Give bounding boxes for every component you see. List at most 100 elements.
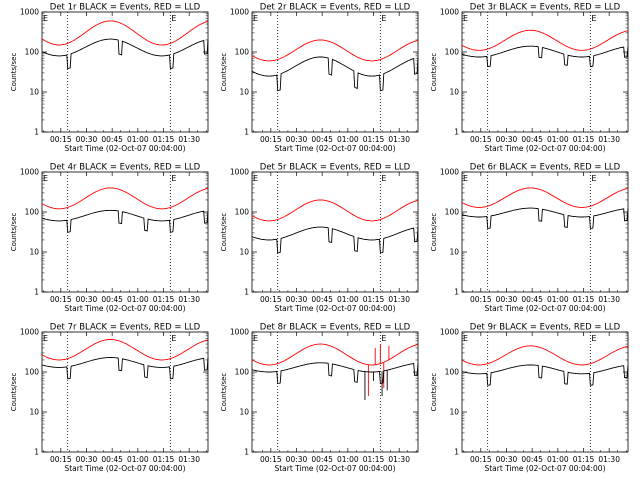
plot-frame <box>41 331 209 453</box>
x-tick-label: 00:30 <box>496 455 518 464</box>
x-tick-label: 01:15 <box>573 135 595 144</box>
x-tick-label: 00:45 <box>101 455 123 464</box>
lld-rate-line <box>251 199 419 222</box>
x-tick-label: 01:00 <box>337 455 359 464</box>
y-tick-label: 10 <box>29 248 39 257</box>
events-rate-line <box>41 209 209 233</box>
y-tick-label: 1000 <box>230 328 249 337</box>
x-axis-label: Start Time (02-Oct-07 00:04:00) <box>64 464 185 473</box>
y-tick-label: 100 <box>235 48 250 57</box>
x-tick-label: 01:15 <box>153 295 175 304</box>
x-tick-label: 00:45 <box>521 455 543 464</box>
lld-rate-line <box>41 187 209 210</box>
y-tick-label: 1000 <box>20 8 39 17</box>
event-marker-label: E <box>253 174 258 183</box>
events-rate-line <box>461 364 629 386</box>
panel-9: Det 9r BLACK = Events, RED = LLD 1 10 100 10… <box>430 323 629 473</box>
x-axis-label: Start Time (02-Oct-07 00:04:00) <box>274 464 395 473</box>
y-tick-label: 100 <box>445 208 460 217</box>
x-tick-label: 01:15 <box>573 295 595 304</box>
lld-rate-line <box>41 339 209 361</box>
y-tick-label: 100 <box>25 368 40 377</box>
event-marker-label: E <box>591 334 596 343</box>
plot-frame <box>251 171 419 293</box>
x-tick-label: 00:45 <box>521 295 543 304</box>
panel-7: Det 7r BLACK = Events, RED = LLD 1 10 100 10… <box>10 323 209 473</box>
y-tick-label: 10 <box>449 88 459 97</box>
x-tick-label: 00:30 <box>496 295 518 304</box>
x-axis-label: Start Time (02-Oct-07 00:04:00) <box>274 304 395 313</box>
y-tick-label: 100 <box>25 208 40 217</box>
panel-1: Det 1r BLACK = Events, RED = LLD 1 10 100 10… <box>10 3 209 153</box>
plot-frame <box>41 171 209 293</box>
events-rate-line <box>251 56 419 92</box>
lld-rate-line <box>461 187 629 208</box>
x-tick-label: 01:15 <box>573 455 595 464</box>
x-tick-label: 00:45 <box>521 135 543 144</box>
y-tick-label: 1 <box>34 128 39 137</box>
plot-frame <box>461 171 629 293</box>
y-tick-label: 1 <box>244 448 249 457</box>
x-tick-label: 00:45 <box>101 295 123 304</box>
panel-title: Det 8r BLACK = Events, RED = LLD <box>260 323 411 333</box>
y-tick-label: 1000 <box>230 168 249 177</box>
y-axis-label: Counts/sec <box>430 53 438 92</box>
panel-title: Det 3r BLACK = Events, RED = LLD <box>470 3 621 13</box>
y-tick-label: 10 <box>239 88 249 97</box>
x-tick-label: 00:30 <box>286 135 308 144</box>
x-tick-label: 01:00 <box>337 135 359 144</box>
panel-6: Det 6r BLACK = Events, RED = LLD 1 10 100 10… <box>430 163 629 313</box>
y-tick-label: 1 <box>34 448 39 457</box>
plot-frame <box>461 11 629 133</box>
x-tick-label: 01:30 <box>598 455 620 464</box>
x-tick-label: 00:15 <box>470 455 492 464</box>
y-tick-label: 1 <box>454 128 459 137</box>
event-marker-label: E <box>381 334 386 343</box>
x-tick-label: 01:30 <box>178 295 200 304</box>
y-tick-label: 1 <box>454 448 459 457</box>
panel-8: Det 8r BLACK = Events, RED = LLD 1 10 100 10… <box>220 323 419 473</box>
x-tick-label: 00:30 <box>76 455 98 464</box>
x-tick-label: 01:15 <box>363 135 385 144</box>
panel-title: Det 2r BLACK = Events, RED = LLD <box>260 3 411 13</box>
x-tick-label: 01:30 <box>388 455 410 464</box>
x-tick-label: 01:30 <box>388 135 410 144</box>
x-tick-label: 00:15 <box>470 295 492 304</box>
y-axis-label: Counts/sec <box>430 213 438 252</box>
y-axis-label: Counts/sec <box>220 373 228 412</box>
lld-rate-line <box>251 39 419 62</box>
x-tick-label: 01:00 <box>547 135 569 144</box>
events-rate-line <box>251 362 419 384</box>
y-tick-label: 100 <box>235 208 250 217</box>
x-axis-label: Start Time (02-Oct-07 00:04:00) <box>484 464 605 473</box>
events-rate-line <box>41 38 209 70</box>
y-tick-label: 100 <box>445 368 460 377</box>
y-tick-label: 1000 <box>440 328 459 337</box>
y-axis-label: Counts/sec <box>430 373 438 412</box>
x-axis-label: Start Time (02-Oct-07 00:04:00) <box>484 304 605 313</box>
x-tick-label: 00:15 <box>470 135 492 144</box>
x-tick-label: 00:15 <box>50 135 72 144</box>
event-marker-label: E <box>43 334 48 343</box>
y-tick-label: 10 <box>29 408 39 417</box>
x-axis-label: Start Time (02-Oct-07 00:04:00) <box>274 144 395 153</box>
x-tick-label: 00:45 <box>101 135 123 144</box>
y-tick-label: 10 <box>449 248 459 257</box>
events-rate-line <box>41 357 209 380</box>
y-tick-label: 1000 <box>20 168 39 177</box>
x-tick-label: 01:00 <box>127 135 149 144</box>
y-tick-label: 1000 <box>440 168 459 177</box>
x-axis-label: Start Time (02-Oct-07 00:04:00) <box>64 304 185 313</box>
x-tick-label: 01:00 <box>337 295 359 304</box>
x-tick-label: 01:00 <box>547 455 569 464</box>
y-tick-label: 100 <box>235 368 250 377</box>
x-tick-label: 01:15 <box>153 455 175 464</box>
x-tick-label: 00:30 <box>286 455 308 464</box>
y-tick-label: 100 <box>445 48 460 57</box>
y-tick-label: 1000 <box>440 8 459 17</box>
event-marker-label: E <box>381 174 386 183</box>
y-axis-label: Counts/sec <box>10 373 18 412</box>
y-tick-label: 10 <box>29 88 39 97</box>
y-axis-label: Counts/sec <box>220 213 228 252</box>
